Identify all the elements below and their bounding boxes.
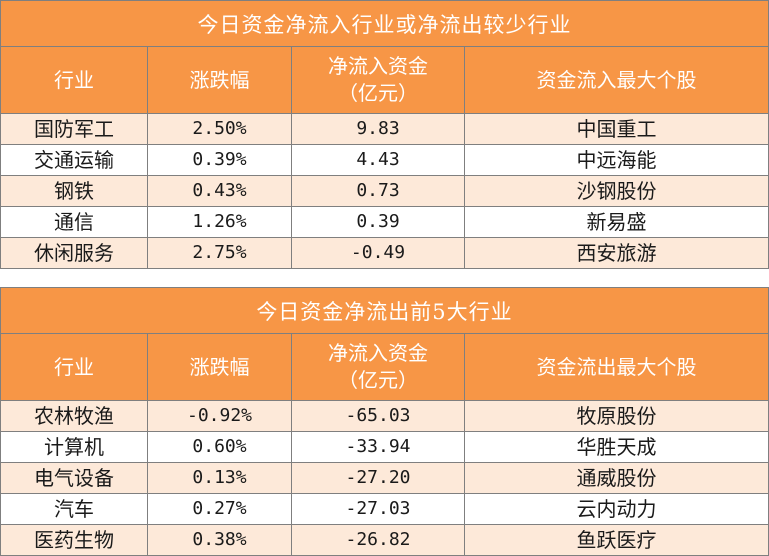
column-header-net-inflow: 净流入资金 （亿元） — [291, 333, 465, 401]
industry-cell: 汽车 — [0, 493, 148, 525]
top-stock-cell: 通威股份 — [464, 462, 769, 494]
industry-cell: 休闲服务 — [0, 237, 148, 269]
column-header-top-stock: 资金流出最大个股 — [464, 333, 769, 401]
top-stock-cell: 牧原股份 — [464, 400, 769, 432]
change-cell: 0.38% — [147, 524, 292, 556]
change-cell: -0.92% — [147, 400, 292, 432]
change-cell: 0.13% — [147, 462, 292, 494]
industry-cell: 钢铁 — [0, 175, 148, 207]
top-stock-cell: 中远海能 — [464, 144, 769, 176]
change-cell: 0.27% — [147, 493, 292, 525]
inflow-table-title: 今日资金净流入行业或净流出较少行业 — [0, 0, 769, 47]
change-cell: 0.60% — [147, 431, 292, 463]
outflow-table-header-row: 行业 涨跌幅 净流入资金 （亿元） 资金流出最大个股 — [0, 333, 769, 401]
inflow-table-header-row: 行业 涨跌幅 净流入资金 （亿元） 资金流入最大个股 — [0, 46, 769, 114]
industry-cell: 电气设备 — [0, 462, 148, 494]
industry-cell: 交通运输 — [0, 144, 148, 176]
net-inflow-cell: 4.43 — [291, 144, 465, 176]
change-cell: 0.39% — [147, 144, 292, 176]
column-header-change: 涨跌幅 — [147, 333, 292, 401]
column-header-net-inflow: 净流入资金 （亿元） — [291, 46, 465, 114]
change-cell: 2.50% — [147, 113, 292, 145]
industry-cell: 医药生物 — [0, 524, 148, 556]
industry-cell: 计算机 — [0, 431, 148, 463]
column-header-top-stock: 资金流入最大个股 — [464, 46, 769, 114]
table-row: 计算机 0.60% -33.94 华胜天成 — [0, 431, 769, 463]
table-row: 休闲服务 2.75% -0.49 西安旅游 — [0, 237, 769, 269]
table-row: 农林牧渔 -0.92% -65.03 牧原股份 — [0, 400, 769, 432]
change-cell: 1.26% — [147, 206, 292, 238]
net-inflow-cell: 9.83 — [291, 113, 465, 145]
net-inflow-cell: -27.20 — [291, 462, 465, 494]
net-inflow-cell: -65.03 — [291, 400, 465, 432]
top-stock-cell: 沙钢股份 — [464, 175, 769, 207]
column-header-change: 涨跌幅 — [147, 46, 292, 114]
top-stock-cell: 鱼跃医疗 — [464, 524, 769, 556]
net-inflow-cell: 0.39 — [291, 206, 465, 238]
top-stock-cell: 中国重工 — [464, 113, 769, 145]
table-row: 通信 1.26% 0.39 新易盛 — [0, 206, 769, 238]
table-row: 电气设备 0.13% -27.20 通威股份 — [0, 462, 769, 494]
outflow-table: 今日资金净流出前5大行业 行业 涨跌幅 净流入资金 （亿元） 资金流出最大个股 … — [0, 287, 769, 556]
industry-cell: 农林牧渔 — [0, 400, 148, 432]
column-header-industry: 行业 — [0, 333, 148, 401]
net-inflow-cell: -0.49 — [291, 237, 465, 269]
net-inflow-cell: -33.94 — [291, 431, 465, 463]
industry-cell: 通信 — [0, 206, 148, 238]
column-header-industry: 行业 — [0, 46, 148, 114]
top-stock-cell: 华胜天成 — [464, 431, 769, 463]
table-row: 交通运输 0.39% 4.43 中远海能 — [0, 144, 769, 176]
change-cell: 2.75% — [147, 237, 292, 269]
outflow-table-title: 今日资金净流出前5大行业 — [0, 287, 769, 334]
table-row: 汽车 0.27% -27.03 云内动力 — [0, 493, 769, 525]
net-inflow-cell: 0.73 — [291, 175, 465, 207]
change-cell: 0.43% — [147, 175, 292, 207]
table-row: 医药生物 0.38% -26.82 鱼跃医疗 — [0, 524, 769, 556]
top-stock-cell: 西安旅游 — [464, 237, 769, 269]
table-row: 钢铁 0.43% 0.73 沙钢股份 — [0, 175, 769, 207]
net-inflow-cell: -26.82 — [291, 524, 465, 556]
table-row: 国防军工 2.50% 9.83 中国重工 — [0, 113, 769, 145]
inflow-table: 今日资金净流入行业或净流出较少行业 行业 涨跌幅 净流入资金 （亿元） 资金流入… — [0, 0, 769, 269]
top-stock-cell: 新易盛 — [464, 206, 769, 238]
top-stock-cell: 云内动力 — [464, 493, 769, 525]
net-inflow-cell: -27.03 — [291, 493, 465, 525]
industry-cell: 国防军工 — [0, 113, 148, 145]
